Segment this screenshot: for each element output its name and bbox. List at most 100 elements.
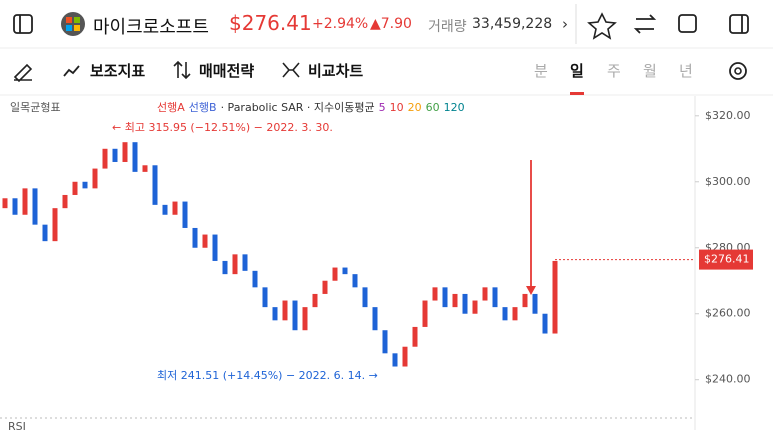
price: $276.41 bbox=[229, 11, 312, 35]
candle bbox=[252, 270, 258, 288]
favorite-icon[interactable] bbox=[587, 12, 617, 40]
settings-icon[interactable] bbox=[729, 62, 747, 80]
change: ▲7.90 bbox=[370, 16, 412, 32]
candle bbox=[422, 300, 428, 327]
indicator-label: 일목균형표 bbox=[10, 100, 61, 114]
y-tick-label: $320.00 bbox=[705, 109, 751, 122]
candle bbox=[292, 300, 298, 331]
candle bbox=[192, 227, 198, 248]
y-tick-label: $300.00 bbox=[705, 175, 751, 188]
candle bbox=[232, 254, 238, 275]
last-price-label: $276.41 bbox=[704, 253, 750, 266]
stock-name: 마이크로소프트 bbox=[93, 17, 209, 38]
legend-item: 선행B bbox=[189, 101, 217, 114]
toolbar-icons bbox=[0, 4, 773, 96]
candle bbox=[322, 280, 328, 294]
candle bbox=[552, 260, 558, 334]
legend-item: 60 bbox=[426, 101, 440, 114]
panel-icon[interactable] bbox=[729, 14, 749, 34]
candle bbox=[412, 326, 418, 347]
volume: 33,459,228 bbox=[472, 16, 553, 32]
candle bbox=[42, 224, 48, 242]
candle bbox=[392, 353, 398, 367]
y-tick-label: $240.00 bbox=[705, 373, 751, 386]
candle bbox=[452, 293, 458, 308]
candle bbox=[342, 267, 348, 275]
legend-item: 20 bbox=[408, 101, 422, 114]
period-underline bbox=[570, 92, 584, 95]
menu-icon[interactable] bbox=[13, 14, 33, 34]
swap-icon[interactable] bbox=[633, 14, 657, 34]
change-pct: +2.94% bbox=[312, 16, 369, 32]
last-price-box bbox=[699, 249, 753, 270]
candle bbox=[462, 293, 468, 314]
candle bbox=[202, 234, 208, 248]
candle bbox=[442, 287, 448, 308]
chart: 일목균형표 선행A 선행B · Parabolic SAR · 지수이동평균 5 10 20… bbox=[0, 96, 753, 430]
candle bbox=[2, 198, 8, 209]
candle bbox=[362, 287, 368, 308]
candle bbox=[102, 148, 108, 169]
edit-icon[interactable] bbox=[678, 14, 697, 33]
candle bbox=[182, 201, 188, 228]
period-tab[interactable]: 주 bbox=[607, 62, 621, 80]
candle bbox=[382, 330, 388, 354]
candle bbox=[542, 313, 548, 334]
candle bbox=[112, 148, 118, 162]
candle bbox=[162, 204, 168, 215]
draw-icon[interactable] bbox=[13, 63, 33, 83]
candle bbox=[352, 274, 358, 288]
legend-item: 120 bbox=[444, 101, 465, 114]
candle bbox=[282, 300, 288, 321]
candle bbox=[492, 287, 498, 308]
low-annotation: 최저 241.51 (+14.45%) − 2022. 6. 14. → bbox=[157, 369, 378, 382]
legend-item: 5 bbox=[379, 101, 386, 114]
candle bbox=[22, 188, 28, 215]
candle bbox=[132, 142, 138, 172]
candle bbox=[532, 293, 538, 314]
candle bbox=[482, 287, 488, 301]
legend-item: · Parabolic SAR · 지수이동평균 bbox=[221, 101, 375, 114]
candle bbox=[72, 181, 78, 195]
candle bbox=[92, 168, 98, 189]
tool-button[interactable]: 비교차트 bbox=[308, 62, 364, 80]
candle bbox=[372, 307, 378, 331]
sub-indicator-label: RSI bbox=[8, 420, 26, 430]
candle bbox=[502, 307, 508, 321]
legend-item: 10 bbox=[390, 101, 404, 114]
candle bbox=[82, 181, 88, 189]
candle bbox=[302, 307, 308, 331]
candle bbox=[242, 254, 248, 271]
candle bbox=[222, 260, 228, 275]
candle bbox=[432, 287, 438, 301]
logo bbox=[61, 12, 85, 36]
candle bbox=[522, 293, 528, 308]
more-arrow[interactable]: › bbox=[562, 15, 568, 33]
period-tab[interactable]: 분 bbox=[534, 62, 548, 80]
candle bbox=[12, 198, 18, 215]
candle bbox=[262, 287, 268, 308]
period-tab[interactable]: 일 bbox=[570, 62, 584, 80]
candle bbox=[32, 188, 38, 225]
candle bbox=[472, 300, 478, 314]
candle bbox=[172, 201, 178, 215]
tool-button[interactable]: 보조지표 bbox=[90, 62, 146, 80]
candle bbox=[272, 307, 278, 321]
candle bbox=[512, 307, 518, 321]
candle bbox=[402, 346, 408, 367]
high-annotation: ← 최고 315.95 (−12.51%) − 2022. 3. 30. bbox=[112, 121, 333, 134]
candle bbox=[122, 142, 128, 162]
candle bbox=[212, 234, 218, 261]
period-tab[interactable]: 년 bbox=[679, 62, 693, 80]
candle bbox=[52, 208, 58, 242]
legend-item: 선행A bbox=[157, 101, 185, 114]
candle bbox=[152, 165, 158, 205]
volume-label: 거래량 bbox=[428, 19, 467, 35]
candle bbox=[142, 165, 148, 172]
candle bbox=[62, 194, 68, 209]
y-tick-label: $260.00 bbox=[705, 307, 751, 320]
tool-button[interactable]: 매매전략 bbox=[199, 62, 255, 80]
period-tab[interactable]: 월 bbox=[643, 62, 657, 80]
candle bbox=[332, 267, 338, 281]
